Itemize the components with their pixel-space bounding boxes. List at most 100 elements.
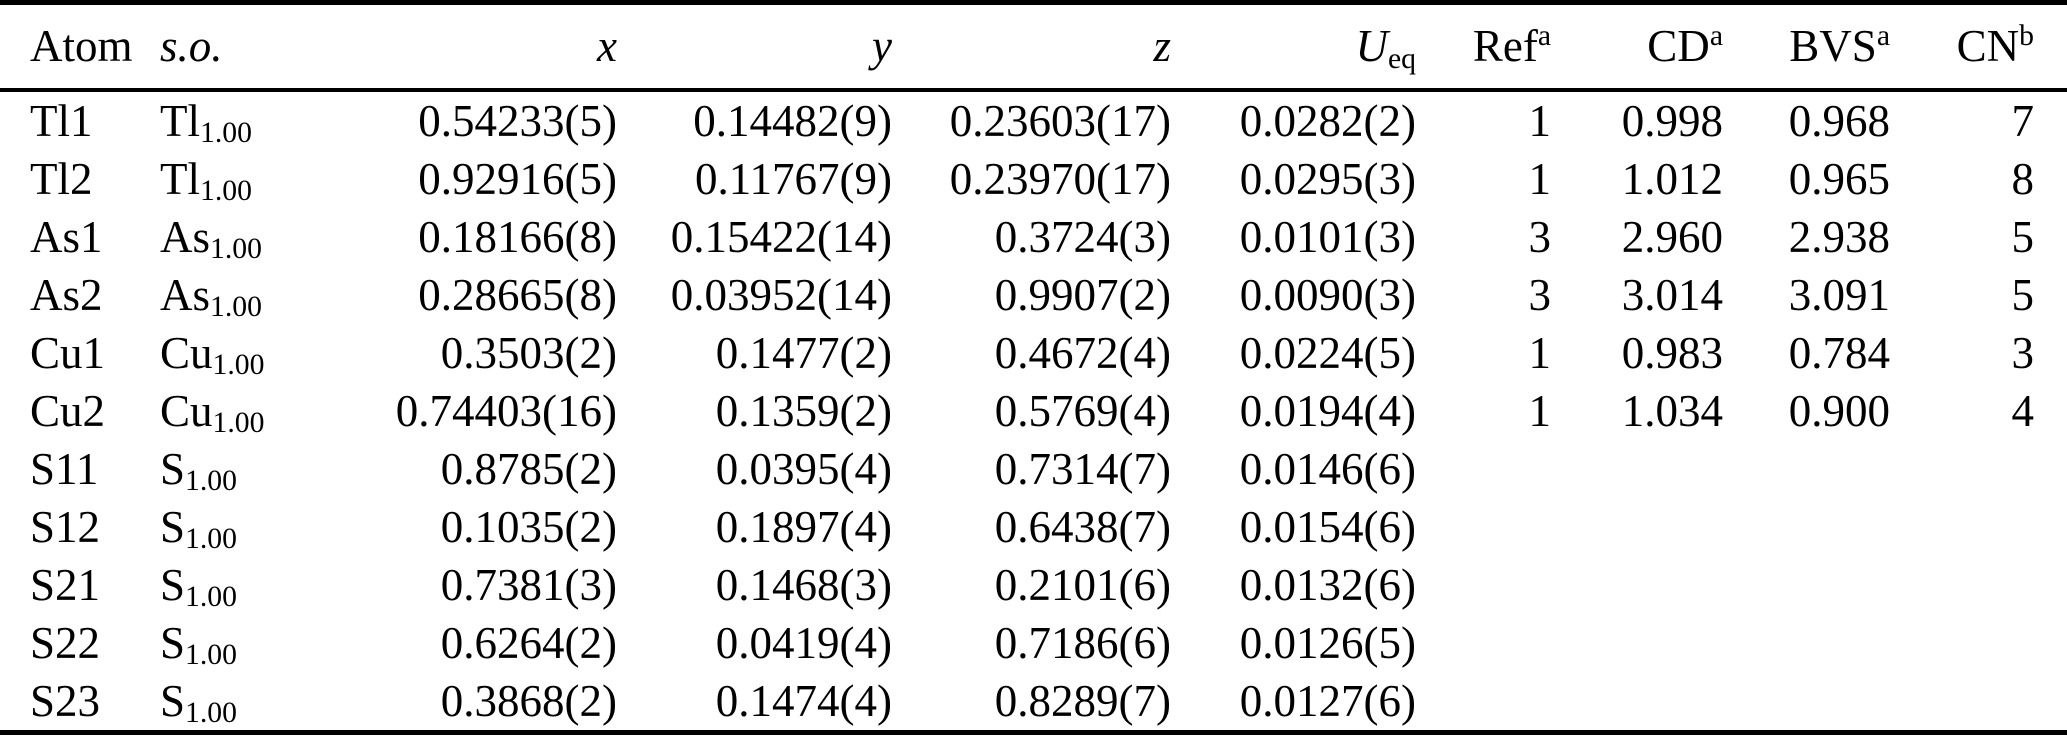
cell-x-coordinate: 0.3868(2): [440, 675, 617, 726]
occupancy-subscript: 1.00: [212, 349, 265, 382]
footnote-marker: a: [1537, 19, 1551, 52]
cell-y-coordinate: 0.1897(4): [715, 501, 892, 552]
table-header: Atom s.o. x y z Ueq Refa CDa BVSa CNb: [0, 2, 2067, 92]
cell-bvs: 0.900: [1788, 385, 1890, 436]
occupancy-subscript: 1.00: [185, 581, 237, 614]
table-row: Cu1 Cu1.00 0.3503(2) 0.1477(2) 0.4672(4)…: [0, 324, 2067, 382]
table-row: Cu2 Cu1.00 0.74403(16) 0.1359(2) 0.5769(…: [0, 382, 2067, 440]
cell-y-coordinate: 0.15422(14): [670, 211, 892, 262]
cell-y-coordinate: 0.0395(4): [715, 443, 892, 494]
cell-cd: [1551, 614, 1723, 672]
cell-x-coordinate: 0.18166(8): [418, 211, 617, 262]
cell-ref: 1: [1528, 153, 1552, 204]
cell-ref: 1: [1528, 327, 1552, 378]
col-header-bvs: BVSa: [1723, 2, 1890, 92]
cell-z-coordinate: 0.2101(6): [994, 559, 1171, 610]
cell-z-coordinate: 0.23603(17): [949, 95, 1171, 146]
cell-bvs: 2.938: [1788, 211, 1890, 262]
cell-bvs: [1723, 614, 1890, 672]
cell-x-coordinate: 0.28665(8): [418, 269, 617, 320]
cell-z-coordinate: 0.3724(3): [994, 211, 1171, 262]
cell-y-coordinate: 0.11767(9): [694, 153, 892, 204]
cell-cn: [1890, 614, 2067, 672]
cell-site-occupancy: S1.00: [160, 556, 325, 614]
occupancy-subscript: 1.00: [212, 407, 265, 440]
cell-cd: 1.034: [1621, 385, 1723, 436]
cell-cn: 7: [2011, 95, 2035, 146]
cell-z-coordinate: 0.6438(7): [994, 501, 1171, 552]
header-label: x: [597, 21, 617, 71]
cell-x-coordinate: 0.54233(5): [418, 95, 617, 146]
cell-atom-label: S23: [30, 675, 101, 726]
occupancy-subscript: 1.00: [210, 291, 262, 324]
col-header-y: y: [617, 2, 892, 92]
cell-cd: [1551, 440, 1723, 498]
footnote-marker: a: [1709, 19, 1723, 52]
element-symbol: S: [160, 675, 186, 726]
cell-ref: 3: [1528, 211, 1552, 262]
cell-x-coordinate: 0.6264(2): [440, 617, 617, 668]
cell-y-coordinate: 0.1468(3): [715, 559, 892, 610]
cell-ueq: 0.0132(6): [1239, 559, 1416, 610]
table-row: As1 As1.00 0.18166(8) 0.15422(14) 0.3724…: [0, 208, 2067, 266]
cell-site-occupancy: As1.00: [160, 208, 325, 266]
cell-y-coordinate: 0.03952(14): [670, 269, 892, 320]
cell-atom-label: S11: [30, 443, 99, 494]
element-symbol: As: [160, 269, 211, 320]
table-row: S21 S1.00 0.7381(3) 0.1468(3) 0.2101(6) …: [0, 556, 2067, 614]
element-symbol: S: [160, 617, 186, 668]
cell-cd: [1551, 556, 1723, 614]
cell-atom-label: S12: [30, 501, 101, 552]
cell-ueq: 0.0127(6): [1239, 675, 1416, 726]
cell-bvs: [1723, 556, 1890, 614]
cell-y-coordinate: 0.1359(2): [715, 385, 892, 436]
header-label: Ref: [1472, 21, 1538, 71]
footnote-marker: b: [2019, 19, 2034, 52]
cell-cd: 1.012: [1621, 153, 1723, 204]
cell-cn: [1890, 556, 2067, 614]
cell-z-coordinate: 0.23970(17): [949, 153, 1171, 204]
col-header-ref: Refa: [1416, 2, 1551, 92]
cell-ueq: 0.0154(6): [1239, 501, 1416, 552]
cell-cd: [1551, 672, 1723, 733]
element-symbol: S: [160, 443, 186, 494]
header-label: CN: [1956, 21, 2020, 71]
cell-site-occupancy: Tl1.00: [160, 150, 325, 208]
cell-cn: 5: [2011, 269, 2035, 320]
element-symbol: Cu: [160, 327, 213, 378]
cell-ueq: 0.0090(3): [1239, 269, 1416, 320]
header-label: Atom: [30, 21, 133, 71]
cell-cd: 0.998: [1621, 95, 1723, 146]
cell-bvs: [1723, 498, 1890, 556]
element-symbol: S: [160, 501, 186, 552]
cell-atom-label: Cu1: [30, 327, 106, 378]
table-row: S23 S1.00 0.3868(2) 0.1474(4) 0.8289(7) …: [0, 672, 2067, 733]
table-row: Tl1 Tl1.00 0.54233(5) 0.14482(9) 0.23603…: [0, 90, 2067, 150]
table-row: As2 As1.00 0.28665(8) 0.03952(14) 0.9907…: [0, 266, 2067, 324]
occupancy-subscript: 1.00: [200, 175, 252, 208]
cell-cn: 8: [2011, 153, 2035, 204]
cell-bvs: 0.965: [1788, 153, 1890, 204]
table-row: Tl2 Tl1.00 0.92916(5) 0.11767(9) 0.23970…: [0, 150, 2067, 208]
cell-z-coordinate: 0.7186(6): [994, 617, 1171, 668]
cell-x-coordinate: 0.1035(2): [440, 501, 617, 552]
cell-ref: 1: [1528, 95, 1552, 146]
cell-cn: 5: [2011, 211, 2035, 262]
cell-cn: [1890, 672, 2067, 733]
cell-z-coordinate: 0.8289(7): [994, 675, 1171, 726]
cell-ref: 1: [1528, 385, 1552, 436]
cell-site-occupancy: Tl1.00: [160, 90, 325, 150]
cell-cn: [1890, 498, 2067, 556]
cell-z-coordinate: 0.9907(2): [994, 269, 1171, 320]
col-header-cd: CDa: [1551, 2, 1723, 92]
cell-ref: [1416, 498, 1551, 556]
cell-ueq: 0.0295(3): [1239, 153, 1416, 204]
footnote-marker: a: [1876, 19, 1890, 52]
header-label: BVS: [1789, 21, 1877, 71]
cell-y-coordinate: 0.1477(2): [715, 327, 892, 378]
col-header-atom: Atom: [0, 2, 160, 92]
col-header-so: s.o.: [160, 2, 325, 92]
cell-atom-label: As2: [30, 269, 103, 320]
cell-bvs: 0.968: [1788, 95, 1890, 146]
